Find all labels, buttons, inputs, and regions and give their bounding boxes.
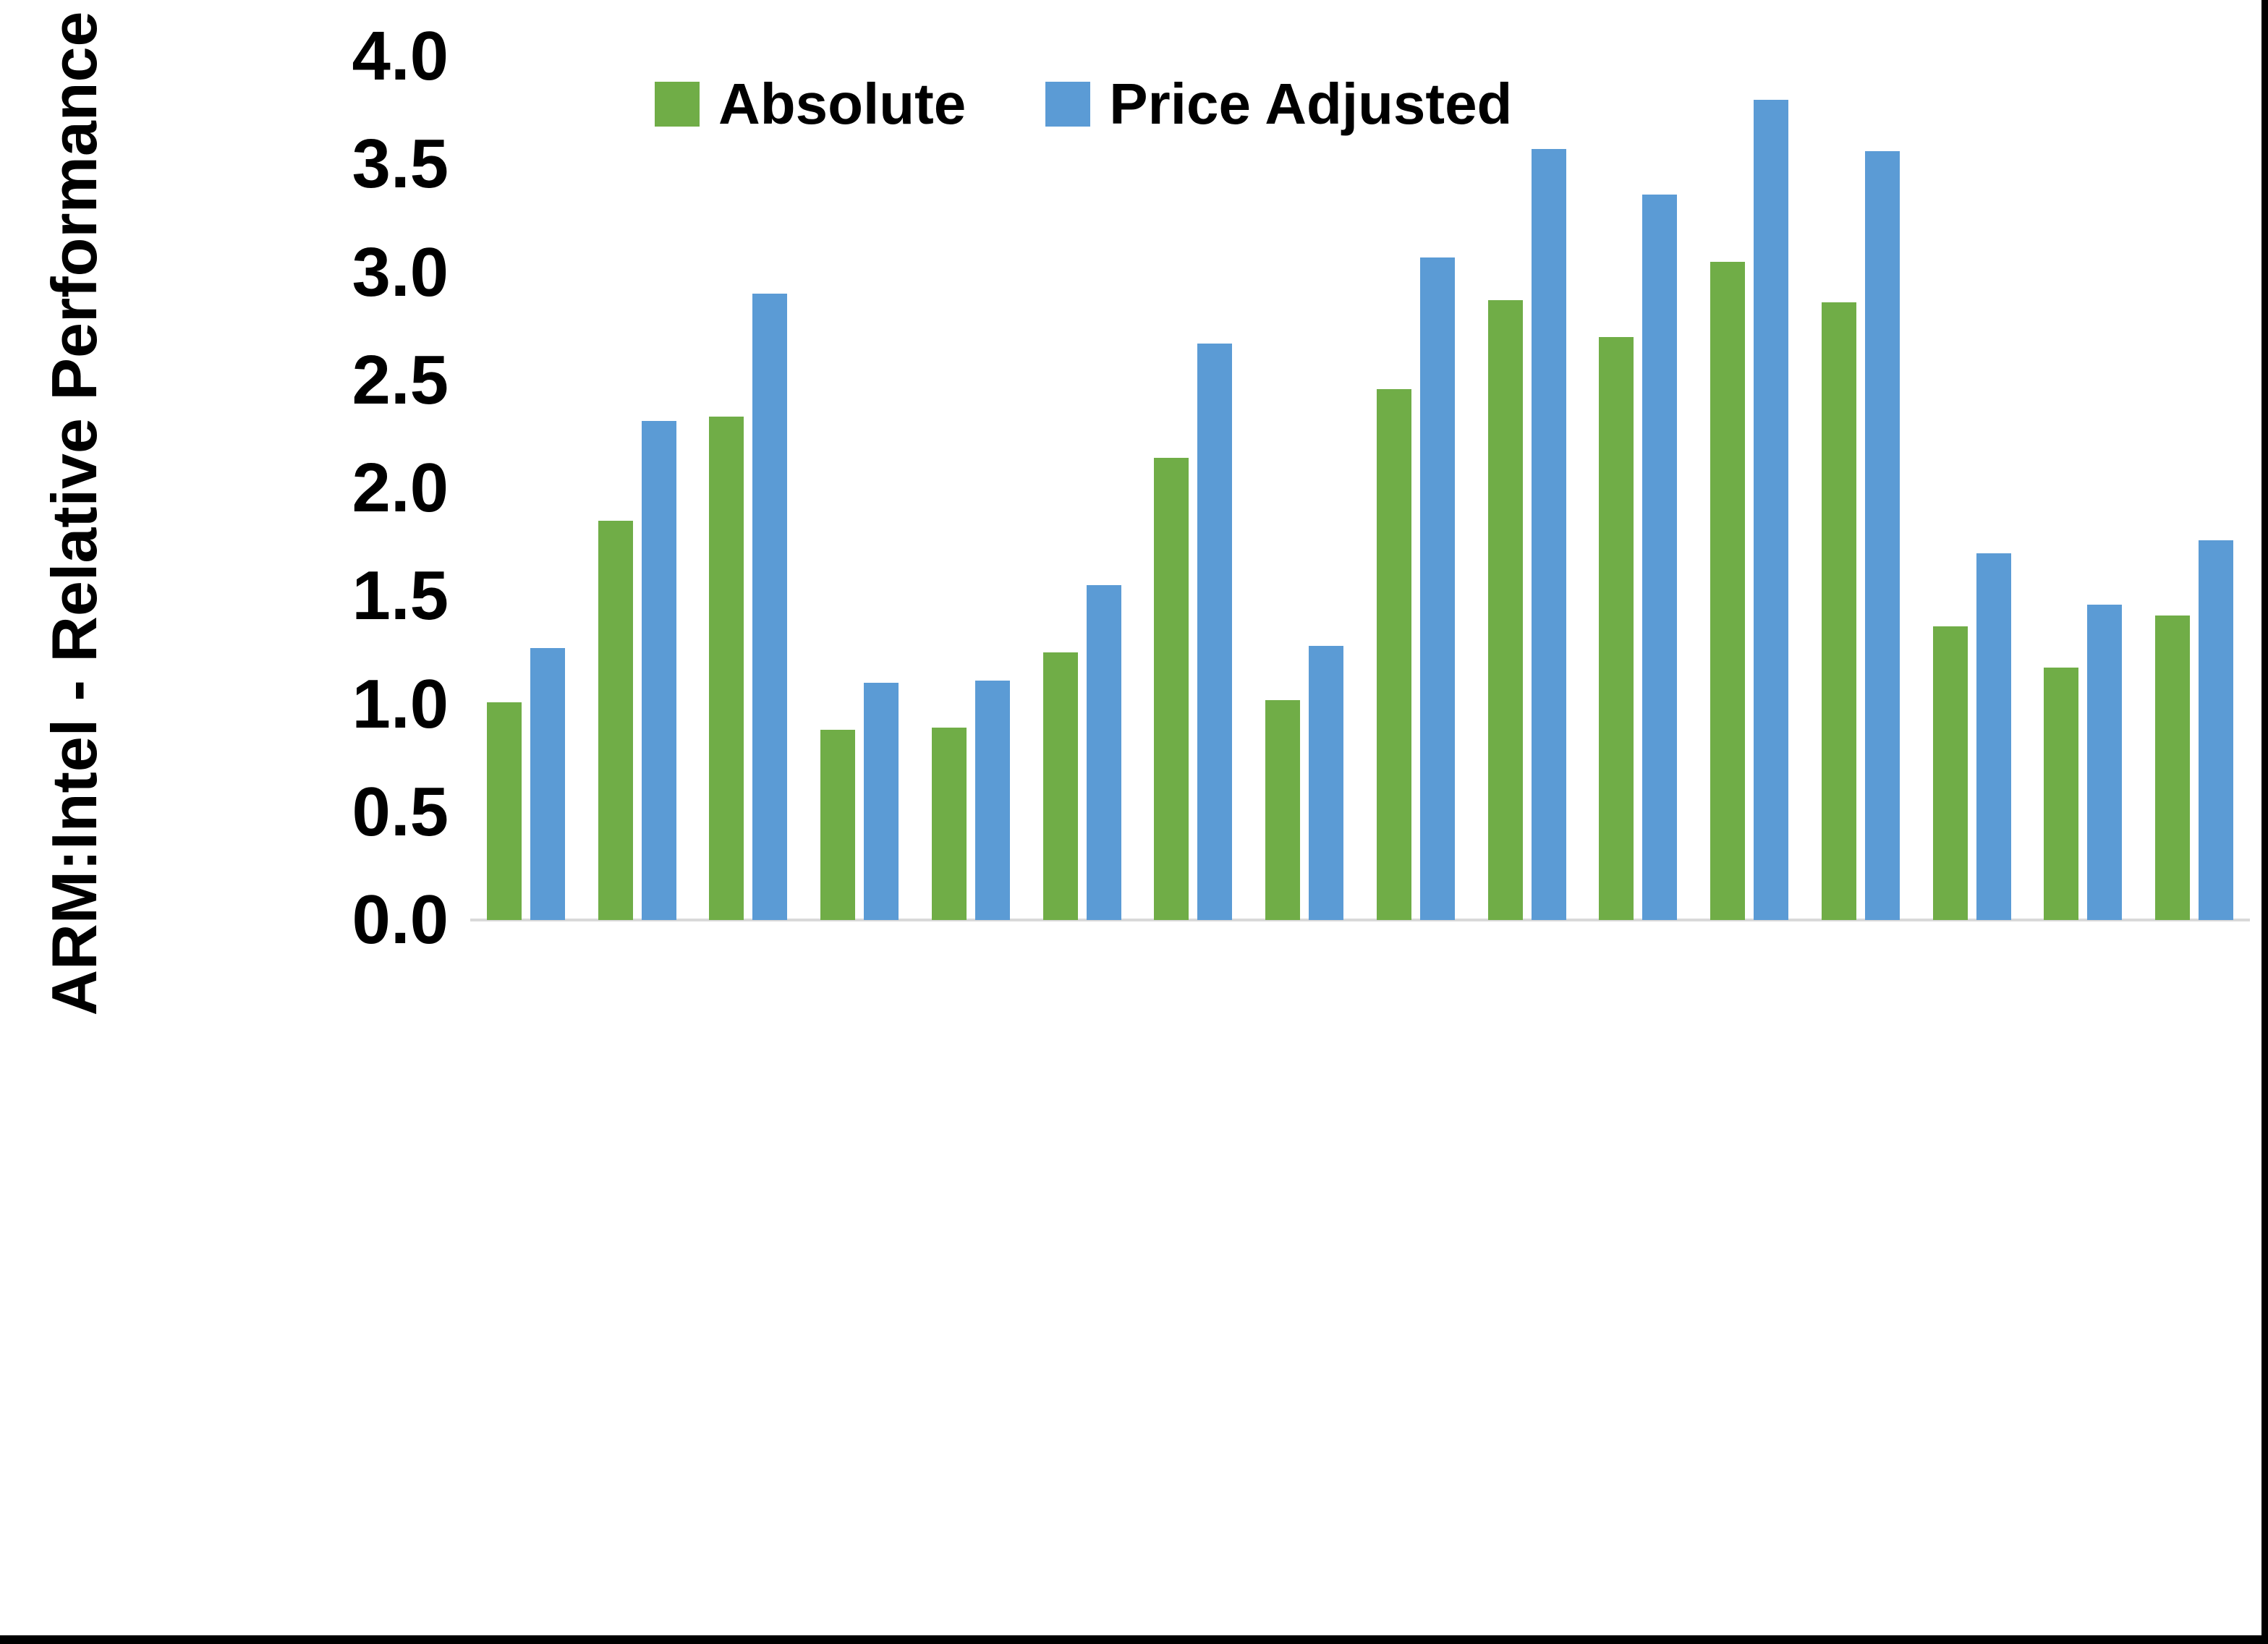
bar-absolute-s2-parallel-8: [1822, 302, 1856, 920]
y-tick-label: 3.5: [352, 125, 449, 203]
bar-absolute-pgzip: [1154, 458, 1189, 920]
bar-price-adjusted-pgzip-best-speed: [1420, 257, 1455, 920]
y-tick-label: 1.0: [352, 665, 449, 743]
bar-price-adjusted-s2-parallel-8: [1865, 151, 1900, 920]
y-tick-label: 0.5: [352, 772, 449, 851]
legend-label-absolute: Absolute: [718, 72, 967, 136]
bar-absolute-zstd-fastest: [2155, 616, 2190, 920]
bar-price-adjusted-deflate-best-compression: [530, 648, 565, 920]
bar-price-adjusted-s2-better: [1532, 149, 1566, 920]
bar-price-adjusted-deflate-best-speed: [642, 421, 676, 920]
bar-absolute-s2-parallel-4: [1710, 262, 1745, 920]
bar-absolute-gzip-best-speed: [1043, 652, 1078, 920]
y-tick-label: 4.0: [352, 17, 449, 95]
bar-price-adjusted-s2-parallel-4: [1754, 100, 1788, 920]
bar-absolute-deflate-default: [709, 417, 744, 920]
bar-absolute-gzip-best-compression: [932, 728, 967, 920]
bar-price-adjusted-zstd-better-compression: [2087, 605, 2122, 920]
frame-right-border: [2261, 0, 2268, 1644]
legend-entry-absolute: Absolute: [655, 71, 966, 137]
y-tick-label: 3.0: [352, 233, 449, 311]
bar-price-adjusted-pgzip: [1197, 344, 1232, 920]
y-tick-label: 2.0: [352, 449, 449, 527]
bar-absolute-zstd-better-compression: [2044, 668, 2078, 920]
legend: Absolute Price Adjusted: [655, 71, 1512, 137]
legend-entry-price-adjusted: Price Adjusted: [1045, 71, 1512, 137]
legend-swatch-absolute: [655, 82, 700, 127]
bar-price-adjusted-s2-default: [1642, 195, 1677, 920]
bar-price-adjusted-deflate-default: [752, 294, 787, 920]
bar-price-adjusted-pgzip-best-compression: [1309, 646, 1343, 920]
legend-label-price-adjusted: Price Adjusted: [1109, 72, 1513, 136]
bar-price-adjusted-gzip-best-compression: [975, 681, 1010, 920]
bar-absolute-s2-default: [1599, 337, 1634, 920]
bar-price-adjusted-gzip-best-speed: [1087, 585, 1121, 920]
bar-absolute-s2-better: [1488, 300, 1523, 920]
bar-price-adjusted-gzip: [864, 683, 899, 920]
y-tick-label: 1.5: [352, 557, 449, 635]
bar-absolute-deflate-best-speed: [598, 521, 633, 920]
bar-absolute-deflate-best-compression: [487, 702, 522, 920]
y-axis-title-text: ARM:Intel - Relative Performance: [38, 11, 110, 1016]
y-tick-label: 2.5: [352, 341, 449, 419]
bar-price-adjusted-zstd: [1976, 553, 2011, 920]
bar-price-adjusted-zstd-fastest: [2199, 540, 2233, 920]
bar-absolute-gzip: [820, 730, 855, 920]
bar-absolute-zstd: [1933, 626, 1968, 920]
y-tick-label: 0.0: [352, 881, 449, 958]
x-category-label: zstd-fastest: [0, 940, 7, 1159]
bar-absolute-pgzip-best-speed: [1377, 389, 1411, 920]
frame-bottom-border: [0, 1635, 2268, 1644]
x-axis-line: [470, 919, 2250, 921]
bar-absolute-pgzip-best-compression: [1265, 700, 1300, 920]
legend-swatch-price-adjusted: [1045, 82, 1091, 127]
